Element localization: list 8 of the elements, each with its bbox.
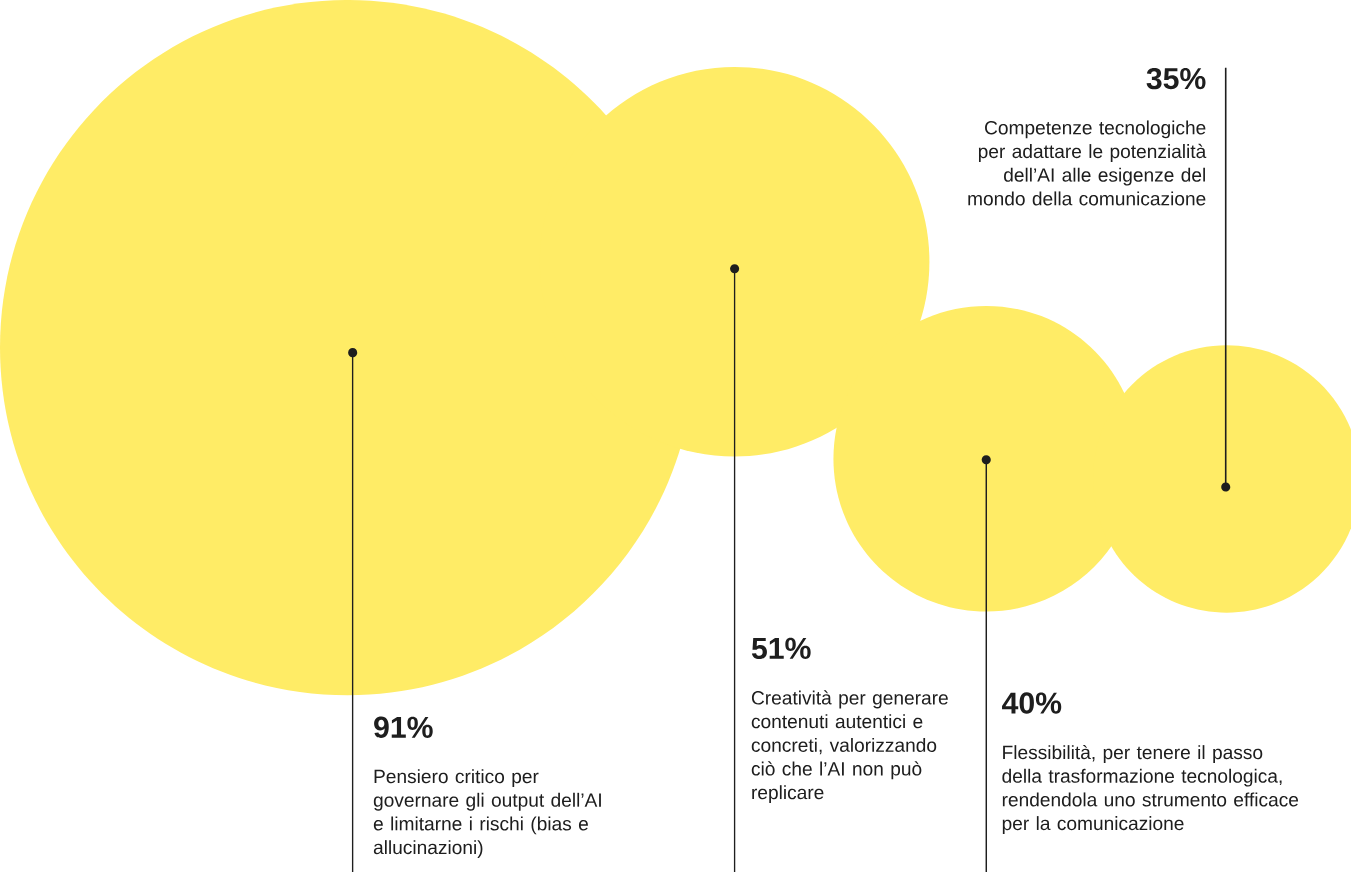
category-label: Creatività per generare contenuti autentici e concreti, valorizzando ciò che l’AI non può replicare <box>751 690 948 804</box>
data-label: 91% <box>374 716 433 738</box>
category-label: Flessibilità, per tenere il passo della trasformazione tecnologica, rendendola uno strumento efficace per la comunicazione <box>1002 744 1299 834</box>
data-label: 35% <box>1146 67 1206 90</box>
data-label: 40% <box>1002 692 1062 714</box>
category-label: Competenze tecnologiche per adattare le potenzialità dell’AI alle esigenze del mondo della comunicazione <box>968 120 1207 206</box>
category-label: Pensiero critico per governare gli output dell’AI e limitarne i rischi (bias e allucinazioni) <box>373 769 601 858</box>
data-label: 51% <box>751 637 811 660</box>
